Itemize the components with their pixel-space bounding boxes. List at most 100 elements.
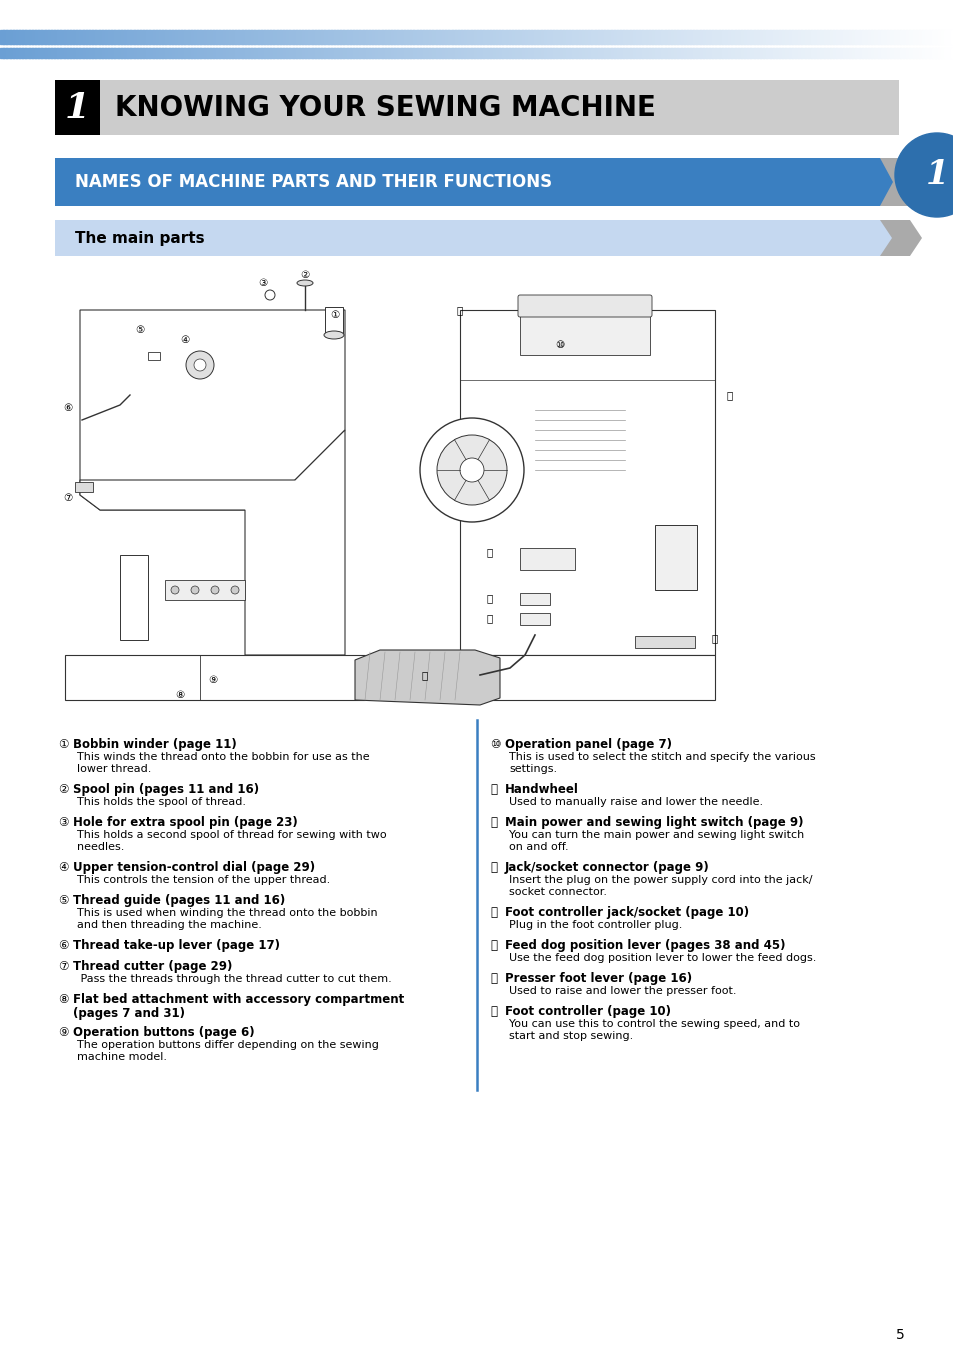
Bar [438,49,442,58]
Bar [260,30,265,44]
Bar [436,30,439,44]
Text: ⑧: ⑧ [175,690,185,700]
Ellipse shape [296,280,313,286]
Text: Bobbin winder (page 11): Bobbin winder (page 11) [73,737,236,751]
Bar [222,49,227,58]
Text: ④: ④ [58,861,69,874]
Bar [283,49,287,58]
Bar [693,30,697,44]
Bar [943,30,947,44]
Bar [455,49,458,58]
Polygon shape [80,310,345,510]
Text: ⑨: ⑨ [58,1026,69,1039]
Bar [858,49,862,58]
Bar [699,30,703,44]
Bar [70,49,74,58]
Bar [781,49,785,58]
Bar [613,49,618,58]
Bar [664,49,668,58]
Bar [251,30,255,44]
Bar [861,49,865,58]
Bar [140,30,144,44]
Bar [438,30,442,44]
Bar [531,49,535,58]
Text: Thread take-up lever (page 17): Thread take-up lever (page 17) [73,940,280,952]
Bar [334,49,337,58]
Bar [941,30,944,44]
Bar [705,49,709,58]
Bar [470,30,475,44]
Text: Insert the plug on the power supply cord into the jack/: Insert the plug on the power supply cord… [509,875,812,886]
Bar [683,30,687,44]
Bar [874,30,878,44]
Bar [521,30,525,44]
Bar [455,30,458,44]
Text: ⑩: ⑩ [555,340,564,350]
Bar [912,49,916,58]
Polygon shape [80,430,345,655]
Bar [372,30,375,44]
Bar [365,49,370,58]
Bar [70,30,74,44]
Bar [655,49,659,58]
Bar [346,30,351,44]
Bar [388,49,392,58]
Bar [908,30,913,44]
Bar [696,49,700,58]
Bar [493,49,497,58]
Bar [756,49,760,58]
Bar [312,30,315,44]
Bar [79,30,84,44]
Bar [664,30,668,44]
Bar [293,30,296,44]
Text: start and stop sewing.: start and stop sewing. [509,1031,633,1041]
Bar [0,49,4,58]
Bar [594,49,598,58]
Bar [667,30,671,44]
Text: ③: ③ [258,278,268,288]
Circle shape [171,586,179,594]
Bar [416,49,420,58]
Bar [565,30,570,44]
Text: Hole for extra spool pin (page 23): Hole for extra spool pin (page 23) [73,816,297,829]
Bar [19,49,23,58]
Bar [670,30,675,44]
Bar [893,30,897,44]
Bar [283,30,287,44]
Text: on and off.: on and off. [509,842,568,852]
Text: ⑮: ⑮ [490,940,497,952]
Bar [321,30,325,44]
Bar [460,30,465,44]
Bar [502,49,506,58]
Bar [743,49,747,58]
Bar [791,49,795,58]
Bar [762,49,766,58]
Text: ⑯: ⑯ [726,390,732,400]
Bar [89,30,93,44]
Text: ⑬: ⑬ [490,861,497,874]
Bar [575,30,579,44]
Bar [550,30,554,44]
Bar [73,49,77,58]
Bar [108,30,112,44]
Circle shape [419,418,523,522]
Bar [870,30,875,44]
Bar [75,483,92,492]
Bar [117,30,122,44]
Bar [67,30,71,44]
Bar [769,30,773,44]
Bar [880,30,884,44]
Bar [181,49,185,58]
Bar [483,30,487,44]
Text: You can use this to control the sewing speed, and to: You can use this to control the sewing s… [509,1019,800,1029]
Bar [712,30,716,44]
Bar [314,49,318,58]
Bar [29,49,32,58]
Text: Use the feed dog position lever to lower the feed dogs.: Use the feed dog position lever to lower… [509,953,816,962]
Circle shape [193,359,206,371]
Text: Feed dog position lever (pages 38 and 45): Feed dog position lever (pages 38 and 45… [504,940,784,952]
Bar [517,49,522,58]
Bar [931,49,935,58]
Bar [527,30,532,44]
Bar [801,30,804,44]
